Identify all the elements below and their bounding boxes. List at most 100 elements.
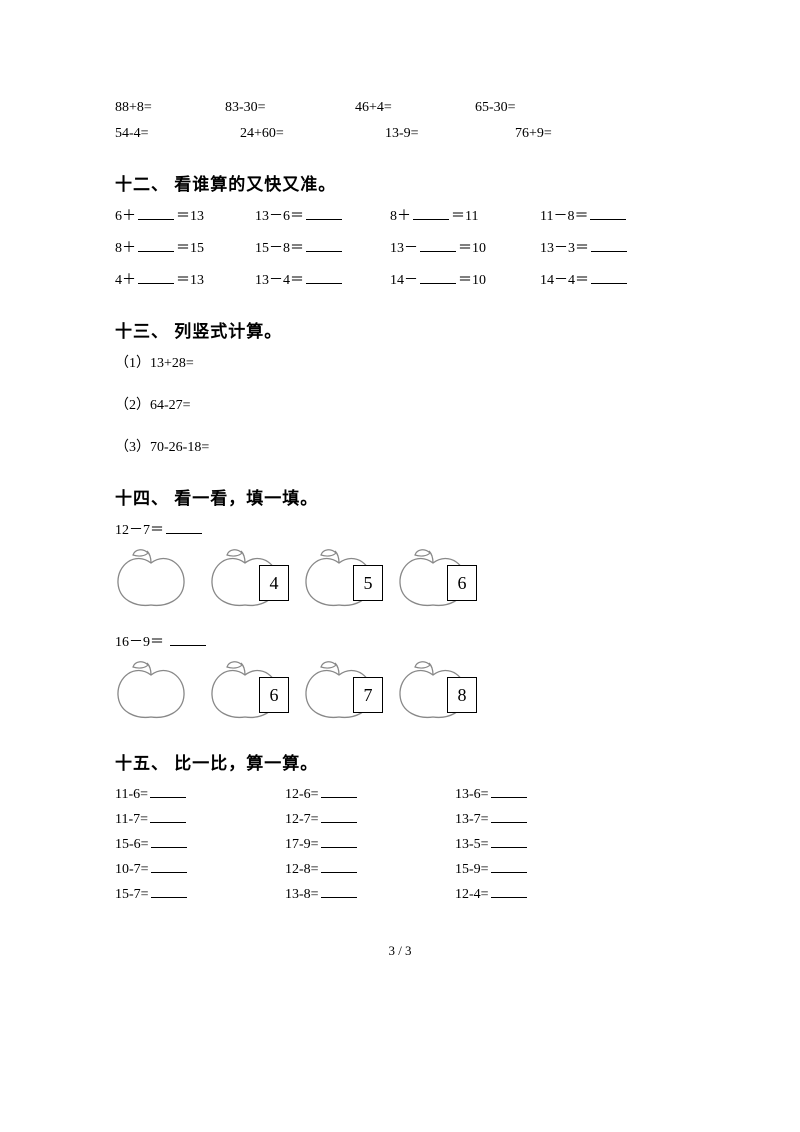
section-14-heading: 十四、 看一看，填一填。 — [115, 484, 685, 509]
section-14-body: 12－7＝45616－9＝ 678 — [115, 519, 685, 721]
apple-icon: 6 — [397, 547, 469, 609]
blank-line — [151, 859, 187, 873]
fill-item: 4＋ ＝13 — [115, 269, 255, 289]
blank-line — [420, 270, 456, 284]
blank-line — [138, 206, 174, 220]
eq-text: 15-6= — [115, 837, 149, 852]
s15-cell: 12-6= — [285, 784, 455, 803]
apple-icon — [115, 547, 187, 609]
q14-equation: 16－9＝ — [115, 631, 685, 651]
apple-row: 678 — [115, 659, 685, 721]
fill-item: 8＋ ＝15 — [115, 237, 255, 257]
section-12-heading: 十二、 看谁算的又快又准。 — [115, 170, 685, 195]
eq-text: 12-6= — [285, 787, 319, 802]
eq-text: ＝15 — [176, 241, 204, 256]
eq: 76+9= — [515, 126, 615, 142]
s15-cell: 11-6= — [115, 784, 285, 803]
number-box: 8 — [447, 677, 477, 713]
blank-line — [150, 809, 186, 823]
vert-item: （1）13+28= — [115, 352, 685, 372]
eq-text: 12-8= — [285, 862, 319, 877]
s15-cell: 13-7= — [455, 809, 625, 828]
page-number: 3 / 3 — [115, 943, 685, 959]
blank-line — [321, 859, 357, 873]
fill-item: 6＋＝13 — [115, 205, 255, 225]
apple-icon — [115, 659, 187, 721]
eq-text: 4＋ — [115, 273, 136, 288]
fill-item: 13－3＝ — [540, 237, 680, 257]
apple-icon: 4 — [209, 547, 281, 609]
eq-text: ＝10 — [458, 273, 486, 288]
eq: 88+8= — [115, 100, 225, 116]
blank-line — [306, 206, 342, 220]
eq-text: 13-5= — [455, 837, 489, 852]
eq-text: 13-8= — [285, 887, 319, 902]
apple-icon: 7 — [303, 659, 375, 721]
blank-line — [151, 834, 187, 848]
blank-line — [491, 859, 527, 873]
blank-line — [321, 884, 357, 898]
s15-cell: 13-5= — [455, 834, 625, 853]
s15-cell: 12-4= — [455, 884, 625, 903]
blank-line — [413, 206, 449, 220]
fill-row: 6＋＝1313－6＝ 8＋＝1111－8＝ — [115, 205, 685, 225]
eq-text: 15-9= — [455, 862, 489, 877]
section-13-heading: 十三、 列竖式计算。 — [115, 317, 685, 342]
blank-line — [321, 784, 357, 798]
fill-item: 14－4＝ — [540, 269, 680, 289]
blank-line — [321, 834, 357, 848]
number-box: 5 — [353, 565, 383, 601]
eq-text: 14－ — [390, 273, 418, 288]
eq-text: 10-7= — [115, 862, 149, 877]
blank-line — [491, 884, 527, 898]
fill-item: 8＋＝11 — [390, 205, 540, 225]
fill-item: 14－ ＝10 — [390, 269, 540, 289]
eq-text: 12-7= — [285, 812, 319, 827]
s15-cell: 15-6= — [115, 834, 285, 853]
eq-text: 13-6= — [455, 787, 489, 802]
blank-line — [306, 238, 342, 252]
s15-cell: 10-7= — [115, 859, 285, 878]
fill-item: 15－8＝ — [255, 237, 390, 257]
eq-row: 54-4= 24+60= 13-9= 76+9= — [115, 126, 685, 142]
number-box: 7 — [353, 677, 383, 713]
number-box: 4 — [259, 565, 289, 601]
eq-text: 13－6＝ — [255, 209, 304, 224]
eq-text: 12－7＝ — [115, 523, 164, 538]
number-box: 6 — [259, 677, 289, 713]
s15-cell: 12-8= — [285, 859, 455, 878]
blank-line — [306, 270, 342, 284]
s15-cell: 13-8= — [285, 884, 455, 903]
top-equations: 88+8= 83-30= 46+4= 65-30= 54-4= 24+60= 1… — [115, 100, 685, 142]
eq: 24+60= — [240, 126, 385, 142]
blank-line — [491, 809, 527, 823]
eq: 46+4= — [355, 100, 475, 116]
fill-item: 13－6＝ — [255, 205, 390, 225]
vert-item: （2）64-27= — [115, 394, 685, 414]
eq-text: 13－4＝ — [255, 273, 304, 288]
eq-text: 15－8＝ — [255, 241, 304, 256]
eq-text: 11-6= — [115, 787, 148, 802]
s15-cell: 15-9= — [455, 859, 625, 878]
eq-text: ＝13 — [176, 273, 204, 288]
blank-line — [138, 270, 174, 284]
fill-row: 4＋ ＝13 13－4＝ 14－ ＝10 14－4＝ — [115, 269, 685, 289]
s15-cell: 15-7= — [115, 884, 285, 903]
eq: 83-30= — [225, 100, 355, 116]
eq: 65-30= — [475, 100, 575, 116]
fill-item: 13－4＝ — [255, 269, 390, 289]
eq-text: 8＋ — [115, 241, 136, 256]
fill-item: 13－ ＝10 — [390, 237, 540, 257]
eq-text: 13-7= — [455, 812, 489, 827]
eq: 54-4= — [115, 126, 240, 142]
fill-item: 11－8＝ — [540, 205, 680, 225]
blank-line — [491, 834, 527, 848]
blank-line — [170, 632, 206, 646]
eq-text: ＝10 — [458, 241, 486, 256]
apple-icon: 6 — [209, 659, 281, 721]
vert-item: （3）70-26-18= — [115, 436, 685, 456]
s15-cell: 11-7= — [115, 809, 285, 828]
eq-text: 13－ — [390, 241, 418, 256]
blank-line — [590, 206, 626, 220]
apple-icon: 8 — [397, 659, 469, 721]
